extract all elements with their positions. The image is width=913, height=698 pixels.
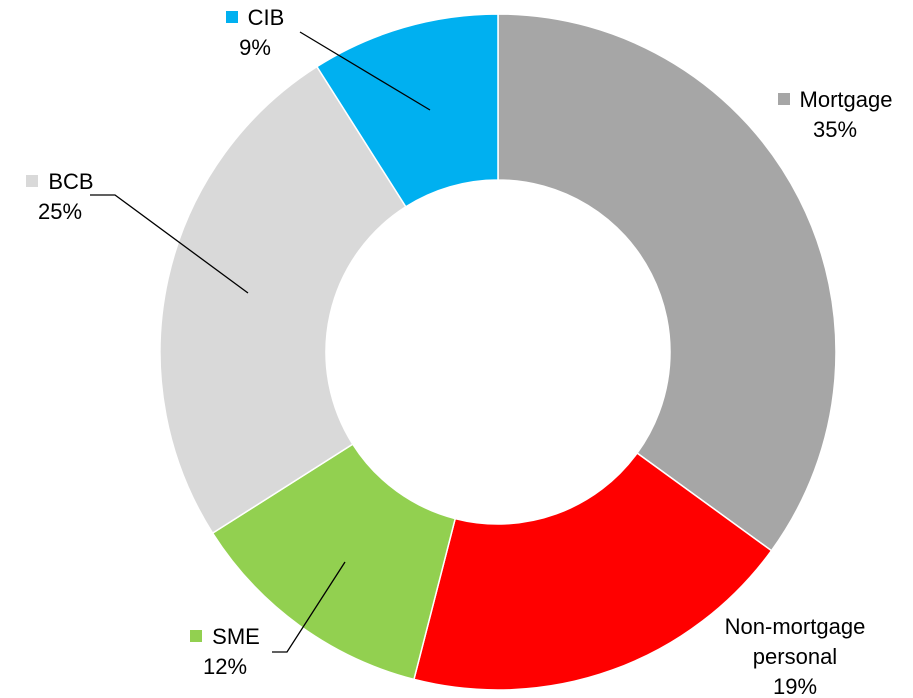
category-label: BCB [48,169,94,194]
legend-marker [777,93,790,105]
leader-line [299,31,431,111]
leader-line [90,194,249,294]
slice [315,13,499,208]
category-label: SME [212,624,260,649]
slice [211,443,457,681]
data-label: BCB 25% [0,167,120,227]
value-label: 25% [37,199,83,224]
value-label: 9% [239,35,271,60]
slices [159,13,837,691]
value-label: 12% [202,654,248,679]
category-label: Non-mortgage personal [724,614,866,669]
legend-marker [225,11,238,23]
data-label: Non-mortgage personal 19% [700,612,890,698]
data-label: Mortgage 35% [760,85,910,145]
legend-marker [190,630,203,642]
value-label: 35% [812,117,858,142]
value-label: 19% [772,674,818,698]
slice [159,65,407,535]
category-label: CIB [247,5,285,30]
leader-line [272,561,346,653]
category-label: Mortgage [799,87,893,112]
data-label: SME 12% [165,622,285,682]
slice [497,13,837,552]
data-label: CIB 9% [195,3,315,63]
legend-marker [26,175,39,187]
slice [413,452,773,691]
